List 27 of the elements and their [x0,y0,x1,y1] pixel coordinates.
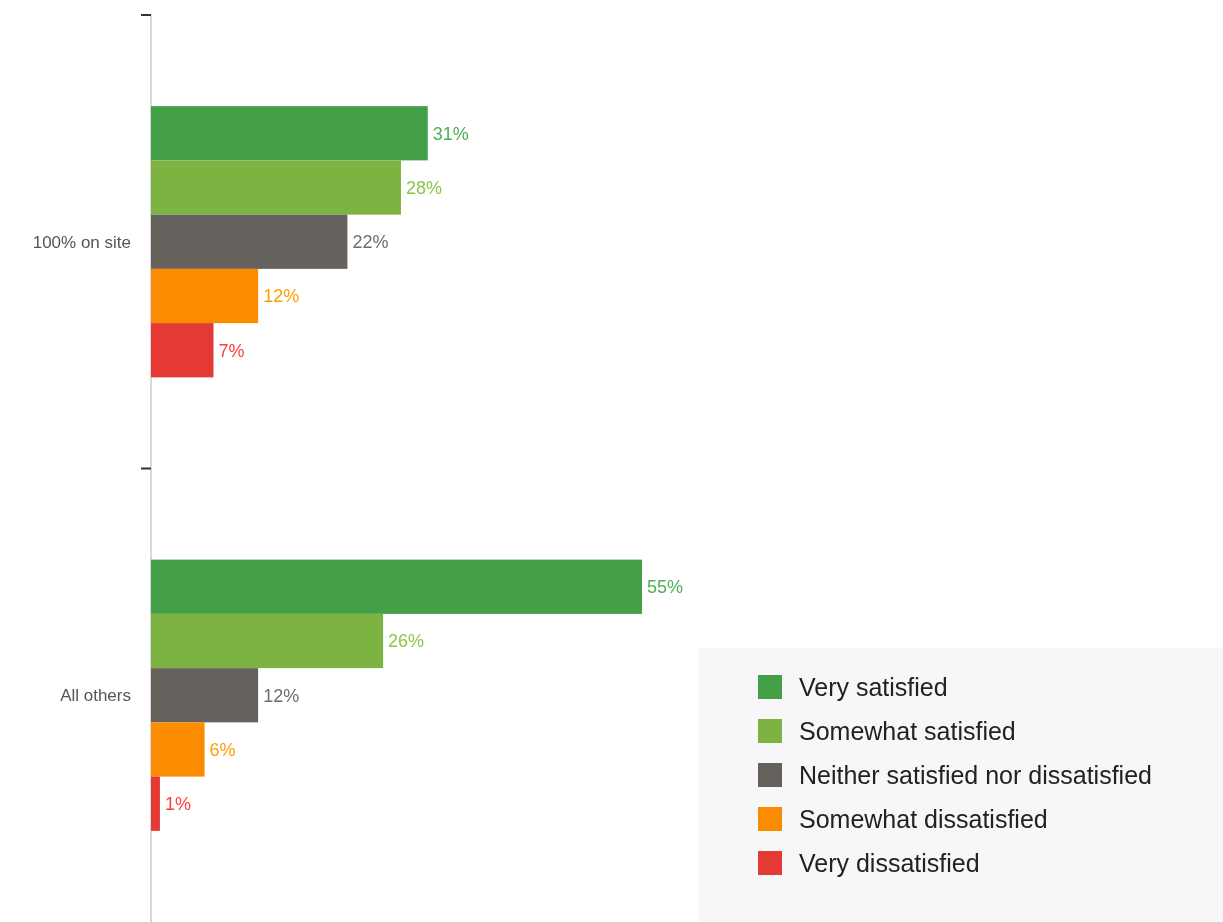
bar [151,106,428,161]
legend-label: Very dissatisfied [799,848,980,877]
y-tick-label: All others [60,686,131,706]
legend-label: Somewhat satisfied [799,716,1016,745]
legend-label: Somewhat dissatisfied [799,804,1048,833]
data-label: 7% [218,340,245,361]
bar [151,214,348,269]
data-label: 22% [352,232,389,253]
bar [151,613,384,669]
data-label: 1% [164,794,191,815]
bar [151,668,259,723]
bar [151,776,160,831]
bar [151,559,642,614]
legend-label: Very satisfied [799,672,948,701]
bar [151,268,259,324]
data-label: 26% [388,631,425,652]
y-tick-label: 100% on site [32,232,131,252]
bar [151,722,205,777]
bar [151,323,214,378]
data-label: 12% [263,685,300,706]
data-label: 12% [263,286,300,307]
data-label: 31% [432,123,469,144]
data-label: 6% [209,739,236,760]
data-label: 55% [647,577,684,598]
data-label: 28% [405,177,442,198]
bar [151,160,401,215]
legend-label: Neither satisfied nor dissatisfied [799,760,1152,789]
